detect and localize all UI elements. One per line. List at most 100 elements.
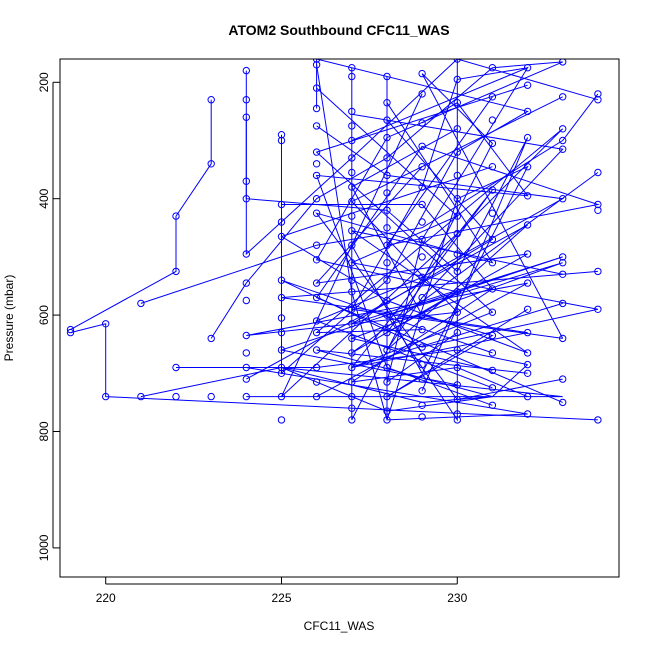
data-point (523, 192, 532, 200)
data-point (312, 61, 321, 69)
data-point (453, 416, 461, 424)
data-point (488, 401, 497, 409)
series-line (140, 364, 528, 412)
data-point (383, 378, 391, 386)
data-point (523, 107, 532, 116)
data-point (242, 195, 251, 203)
data-point (488, 163, 497, 171)
data-point (523, 250, 532, 258)
data-point (312, 148, 321, 156)
data-point (559, 334, 567, 343)
data-point (559, 253, 567, 261)
data-point (453, 99, 461, 107)
series-line (140, 93, 599, 304)
data-point (277, 346, 286, 354)
data-point (277, 363, 286, 372)
data-point (453, 250, 461, 258)
data-point (348, 64, 356, 72)
data-point (348, 136, 356, 145)
data-point (348, 212, 356, 220)
data-point (418, 183, 426, 191)
data-point (312, 378, 321, 386)
y-axis-label: Pressure (mbar) (2, 275, 16, 362)
data-point (348, 349, 356, 357)
data-point (594, 90, 602, 98)
data-point (383, 133, 391, 142)
data-point (594, 168, 602, 177)
data-point (453, 395, 461, 404)
data-point (383, 206, 391, 215)
data-point (348, 241, 356, 249)
data-point (594, 416, 602, 424)
data-point (277, 136, 286, 145)
data-point (488, 209, 497, 217)
data-point (418, 69, 426, 78)
x-axis: 220 225 230 (96, 577, 468, 605)
data-point (277, 416, 286, 424)
data-point (383, 99, 391, 107)
data-point (488, 139, 497, 148)
data-point (348, 168, 356, 177)
data-point (418, 343, 426, 351)
data-point (242, 375, 251, 383)
series-line (315, 102, 563, 401)
data-point (523, 349, 532, 357)
data-point (277, 314, 286, 322)
data-point (383, 392, 391, 401)
data-point (312, 104, 321, 113)
data-point (312, 256, 321, 264)
series-line (315, 61, 599, 354)
data-point (348, 197, 356, 206)
data-point (242, 113, 251, 121)
data-point (348, 404, 356, 412)
data-point (523, 410, 532, 418)
data-point (137, 299, 145, 308)
data-point (348, 305, 356, 313)
data-point (277, 369, 286, 377)
data-point (277, 200, 286, 209)
data-point (312, 209, 321, 217)
data-point (242, 66, 251, 75)
series-line (70, 99, 212, 331)
data-point (207, 334, 215, 343)
data-point (488, 285, 497, 293)
data-point (453, 381, 461, 389)
data-point (418, 311, 426, 319)
data-point (312, 59, 321, 63)
data-point (312, 241, 321, 249)
data-point (383, 363, 391, 372)
data-point (348, 72, 356, 81)
data-point (348, 107, 356, 116)
data-point (348, 183, 356, 191)
data-point (559, 145, 567, 153)
data-point (348, 276, 356, 284)
data-point (418, 235, 426, 244)
data-point (312, 122, 321, 130)
data-point (242, 296, 251, 305)
data-point (207, 160, 215, 168)
data-point (488, 384, 497, 392)
data-point (453, 229, 461, 238)
data-point (277, 232, 286, 241)
data-point (453, 288, 461, 296)
data-point (559, 59, 567, 66)
y-axis: 200 400 600 800 1000 (37, 72, 60, 561)
y-tick-label: 1000 (37, 534, 51, 561)
data-point (523, 392, 532, 401)
y-tick-label: 600 (37, 305, 51, 325)
data-point (383, 189, 391, 197)
data-point (383, 171, 391, 180)
data-point (348, 259, 356, 267)
data-point (594, 200, 602, 209)
data-point (453, 75, 461, 84)
data-point (348, 392, 356, 401)
x-tick-label: 225 (271, 591, 291, 605)
data-point (418, 387, 426, 395)
data-point (242, 363, 251, 372)
data-point (312, 84, 321, 92)
data-point (523, 81, 532, 89)
data-point (102, 392, 110, 401)
data-point (312, 293, 321, 302)
data-point (383, 241, 391, 249)
data-point (207, 392, 215, 401)
